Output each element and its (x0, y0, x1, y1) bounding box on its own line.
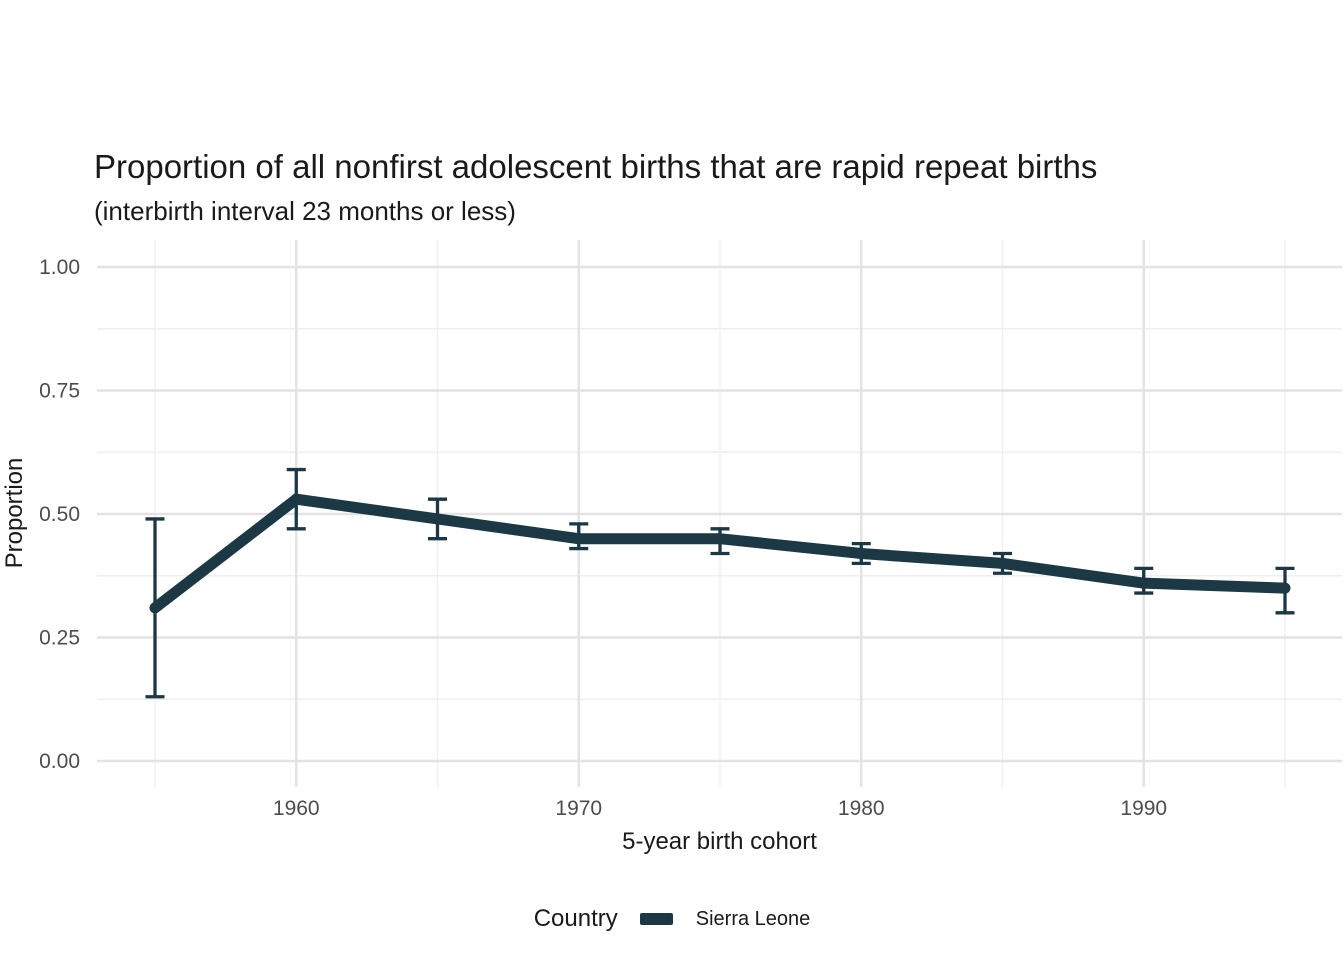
data-point (714, 533, 726, 545)
x-tick-label: 1990 (1120, 797, 1167, 820)
data-point (1279, 582, 1291, 594)
data-point (997, 557, 1008, 569)
x-tick-label: 1980 (838, 797, 885, 820)
legend: Country Sierra Leone (0, 905, 1344, 933)
x-axis-title: 5-year birth cohort (622, 828, 817, 855)
y-tick-label: 0.25 (39, 627, 80, 650)
data-point (1138, 577, 1150, 589)
legend-key-sierra-leone (639, 913, 673, 925)
y-tick-label: 0.00 (39, 750, 80, 773)
data-point (573, 533, 585, 545)
chart-title: Proportion of all nonfirst adolescent bi… (94, 148, 1098, 185)
legend-label-sierra-leone: Sierra Leone (695, 907, 811, 930)
data-point (290, 493, 302, 505)
y-axis-title: Proportion (1, 457, 28, 569)
y-tick-label: 0.75 (39, 380, 80, 403)
legend-title: Country (533, 905, 618, 932)
data-point (855, 548, 867, 560)
data-point (432, 513, 443, 525)
y-tick-label: 1.00 (39, 256, 80, 279)
data-point (149, 602, 161, 614)
chart-subtitle: (interbirth interval 23 months or less) (94, 196, 516, 226)
y-tick-label: 0.50 (39, 503, 80, 526)
x-tick-label: 1970 (555, 797, 602, 820)
x-tick-label: 1960 (273, 797, 320, 820)
